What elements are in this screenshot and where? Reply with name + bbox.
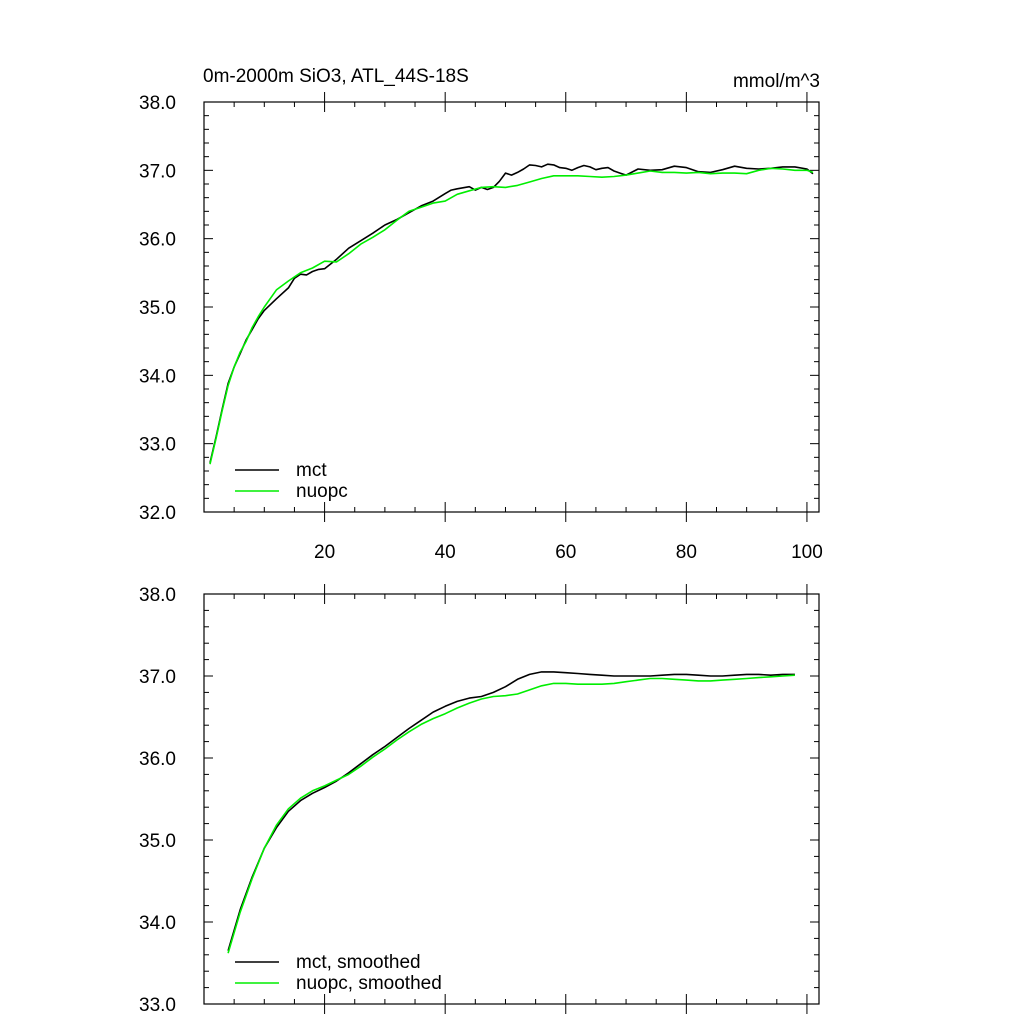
y-tick-label: 33.0 (139, 435, 176, 456)
legend-label: mct (296, 460, 327, 481)
y-tick-label: 36.0 (139, 749, 176, 770)
y-tick-label: 34.0 (139, 366, 176, 387)
x-tick-label: 20 (314, 542, 335, 563)
legend-label: nuopc (296, 481, 348, 502)
y-tick-label: 37.0 (139, 667, 176, 688)
y-tick-label: 33.0 (139, 995, 176, 1016)
y-tick-label: 37.0 (139, 161, 176, 182)
series-line (227, 674, 795, 954)
y-tick-label: 35.0 (139, 298, 176, 319)
x-tick-label: 60 (555, 542, 576, 563)
series-line (227, 671, 795, 951)
y-tick-label: 36.0 (139, 230, 176, 251)
x-tick-label: 80 (676, 542, 697, 563)
legend-label: mct, smoothed (296, 952, 421, 973)
top-panel: 0m-2000m SiO3, ATL_44S-18S mmol/m^3 32.0… (139, 66, 823, 563)
x-tick-label: 100 (791, 542, 823, 563)
x-tick-label: 40 (435, 542, 456, 563)
top-plot-frame (203, 101, 820, 513)
bottom-axis-ticks: 33.0 34.0 35.0 36.0 37.0 38.0 (139, 584, 819, 1016)
series-line (209, 163, 814, 463)
y-tick-label: 38.0 (139, 585, 176, 606)
legend-label: nuopc, smoothed (296, 973, 442, 994)
top-axis-ticks: 32.0 33.0 34.0 35.0 36.0 37.0 38.0 20 40 60 80 100 (139, 92, 823, 563)
series-line (209, 167, 814, 465)
y-tick-label: 34.0 (139, 913, 176, 934)
bottom-series-group (227, 671, 795, 954)
y-tick-label: 35.0 (139, 831, 176, 852)
units-label: mmol/m^3 (733, 71, 820, 92)
bottom-plot-frame (203, 593, 820, 1005)
y-tick-label: 38.0 (139, 93, 176, 114)
y-tick-label: 32.0 (139, 503, 176, 524)
chart-title: 0m-2000m SiO3, ATL_44S-18S (203, 66, 469, 87)
top-series-group (209, 163, 814, 465)
bottom-panel: 33.0 34.0 35.0 36.0 37.0 38.0 mct, smoothednu… (139, 584, 820, 1016)
